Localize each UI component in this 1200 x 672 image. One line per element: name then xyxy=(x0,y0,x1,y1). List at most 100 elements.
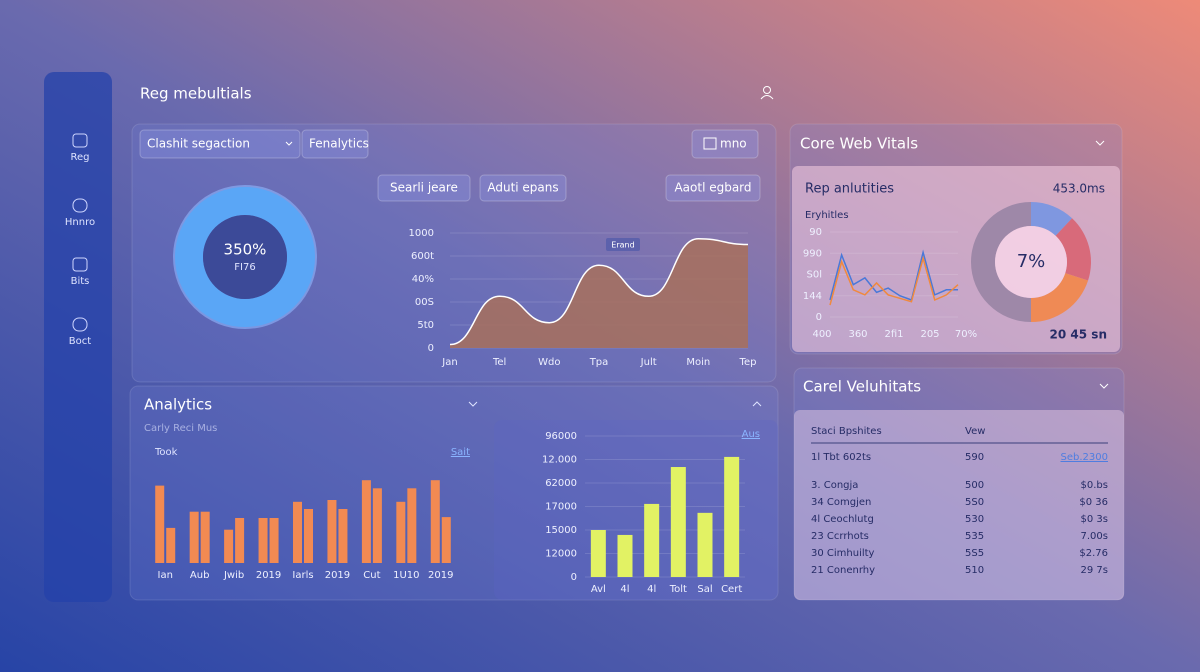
nav-label[interactable]: Hnnro xyxy=(65,217,95,228)
line xyxy=(829,249,958,301)
table-cell: 23 Ccrrhots xyxy=(811,531,869,542)
table-cell: $0 36 xyxy=(1079,497,1108,508)
x-tick-label: 1U10 xyxy=(393,570,419,581)
bar xyxy=(396,501,406,563)
bar xyxy=(644,503,660,577)
x-tick-label: Moin xyxy=(686,357,710,368)
bar xyxy=(189,511,199,563)
badge-icon xyxy=(703,137,717,150)
panel-title: Analytics xyxy=(144,396,212,414)
bar xyxy=(724,456,740,577)
annotation: Erand xyxy=(611,241,634,250)
sidebar-items: Reg Hnnro Bits Boct xyxy=(65,133,95,347)
ring xyxy=(175,187,315,327)
button[interactable] xyxy=(665,174,761,202)
table-cell: 21 Conenrhy xyxy=(811,565,875,576)
bar xyxy=(361,480,371,563)
bar xyxy=(155,485,165,563)
x-tick-label: Avl xyxy=(591,584,606,595)
tab[interactable] xyxy=(301,129,369,159)
user-icon[interactable] xyxy=(763,86,771,94)
chevron[interactable] xyxy=(1099,383,1109,389)
table-header: Vew xyxy=(965,426,985,437)
nav-label[interactable]: Reg xyxy=(71,152,90,163)
card-title: Rep anlutities xyxy=(805,182,894,197)
dropdown-label: Clashit segaction xyxy=(147,137,250,151)
x-tick-label: Cert xyxy=(721,584,742,595)
user-icon xyxy=(760,95,774,100)
table-cell: 590 xyxy=(965,452,984,463)
card-footer: 20 45 sn xyxy=(1050,328,1107,342)
table-cell: 29 7s xyxy=(1081,565,1108,576)
table-cell: $0 3s xyxy=(1081,514,1108,525)
x-tick-label: Jult xyxy=(640,357,657,368)
ring-value: 350% xyxy=(224,241,267,259)
button[interactable] xyxy=(479,174,567,202)
table-cell: 5S5 xyxy=(965,548,984,559)
table-cell: 4l Ceochlutg xyxy=(811,514,874,525)
table-panel xyxy=(793,367,1125,601)
y-tick-label: 0 xyxy=(428,343,434,354)
pie-slice xyxy=(1031,202,1073,236)
y-tick-label: 00S xyxy=(415,297,434,308)
x-tick-label: Jwib xyxy=(223,570,244,581)
card xyxy=(794,410,1124,600)
card-metric: 453.0ms xyxy=(1053,182,1105,196)
x-tick-label: Iarls xyxy=(292,570,313,581)
bar xyxy=(697,512,713,577)
table-cell: Seb.2300 xyxy=(1061,452,1108,463)
nav-label[interactable]: Boct xyxy=(69,336,91,347)
table-cell: 7.00s xyxy=(1081,531,1108,542)
chart-label: Took xyxy=(154,447,178,458)
table-cell: 1l Tbt 602ts xyxy=(811,452,871,463)
bar xyxy=(327,500,337,563)
button[interactable] xyxy=(377,174,471,202)
bar xyxy=(293,501,302,563)
ring-center xyxy=(203,215,287,299)
x-tick-label: Jan xyxy=(441,357,457,368)
y-tick-label: 600t xyxy=(411,251,434,262)
x-tick-label: Wdo xyxy=(538,357,560,368)
badge[interactable] xyxy=(691,129,759,159)
y-tick-label: 12000 xyxy=(545,549,577,560)
bar xyxy=(166,527,176,563)
chevron xyxy=(285,141,293,146)
link[interactable]: Sait xyxy=(451,447,470,458)
table-cell: 535 xyxy=(965,531,984,542)
x-tick-label: Aub xyxy=(190,570,210,581)
bar xyxy=(372,488,382,563)
y-tick-label: 90 xyxy=(809,227,822,238)
bar xyxy=(617,534,633,577)
chevron[interactable] xyxy=(752,401,762,407)
nav-label[interactable]: Bits xyxy=(71,276,90,287)
x-tick-label: 4l xyxy=(647,584,656,595)
y-tick-label: 144 xyxy=(803,291,822,302)
x-tick-label: 70% xyxy=(955,329,977,340)
bar xyxy=(441,517,451,563)
x-tick-label: 400 xyxy=(812,329,831,340)
tab-label: Fenalytics xyxy=(309,137,369,151)
x-tick-label: Tep xyxy=(739,357,757,368)
y-tick-label: 62000 xyxy=(545,478,577,489)
chevron[interactable] xyxy=(468,401,478,407)
bar xyxy=(224,529,234,563)
panel-title: Carel Veluhitats xyxy=(803,378,921,396)
pie-slice xyxy=(971,202,1031,322)
chevron[interactable] xyxy=(1095,140,1105,146)
button-label: Aaotl egbard xyxy=(674,181,751,195)
y-tick-label: 0 xyxy=(571,572,577,583)
table-cell: 34 Comgjen xyxy=(811,497,871,508)
page-title: Reg mebultials xyxy=(140,85,252,103)
x-tick-label: 4l xyxy=(620,584,629,595)
line xyxy=(449,237,749,346)
dropdown[interactable] xyxy=(139,129,301,159)
pie-hole xyxy=(995,226,1067,298)
x-tick-label: Ian xyxy=(158,570,173,581)
button-label: Searli jeare xyxy=(390,181,458,195)
chart-label: Eryhitles xyxy=(805,210,849,221)
link[interactable]: Aus xyxy=(742,429,760,440)
ring-sublabel: FI76 xyxy=(234,262,255,273)
icon xyxy=(72,133,88,148)
annotation-box xyxy=(606,238,640,251)
